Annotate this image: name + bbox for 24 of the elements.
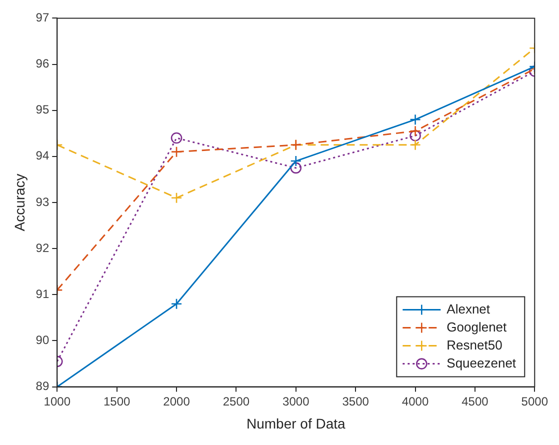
legend-label: Alexnet [446,301,490,316]
legend-label: Googlenet [446,319,508,334]
y-tick-label: 97 [36,10,50,25]
x-tick-label: 4000 [402,394,429,408]
x-tick-label: 2000 [163,394,190,408]
x-axis-title: Number of Data [246,415,346,432]
x-tick-label: 4500 [462,394,489,408]
legend-label: Resnet50 [446,337,502,352]
y-tick-label: 94 [36,148,50,163]
y-tick-label: 93 [36,194,50,209]
y-tick-label: 96 [36,56,50,71]
legend-label: Squeezenet [446,355,516,370]
x-tick-label: 2500 [222,394,250,408]
x-tick-label: 3000 [282,394,310,408]
x-tick-label: 1500 [103,394,131,408]
y-tick-label: 91 [36,286,50,301]
x-tick-label: 1000 [44,394,71,408]
x-tick-label: 3500 [342,394,370,408]
y-tick-label: 90 [36,333,50,348]
y-tick-label: 92 [36,240,50,255]
y-tick-label: 95 [36,102,50,117]
x-tick-label: 5000 [521,394,548,408]
y-axis-title: Accuracy [11,174,28,232]
y-tick-label: 89 [36,379,50,394]
